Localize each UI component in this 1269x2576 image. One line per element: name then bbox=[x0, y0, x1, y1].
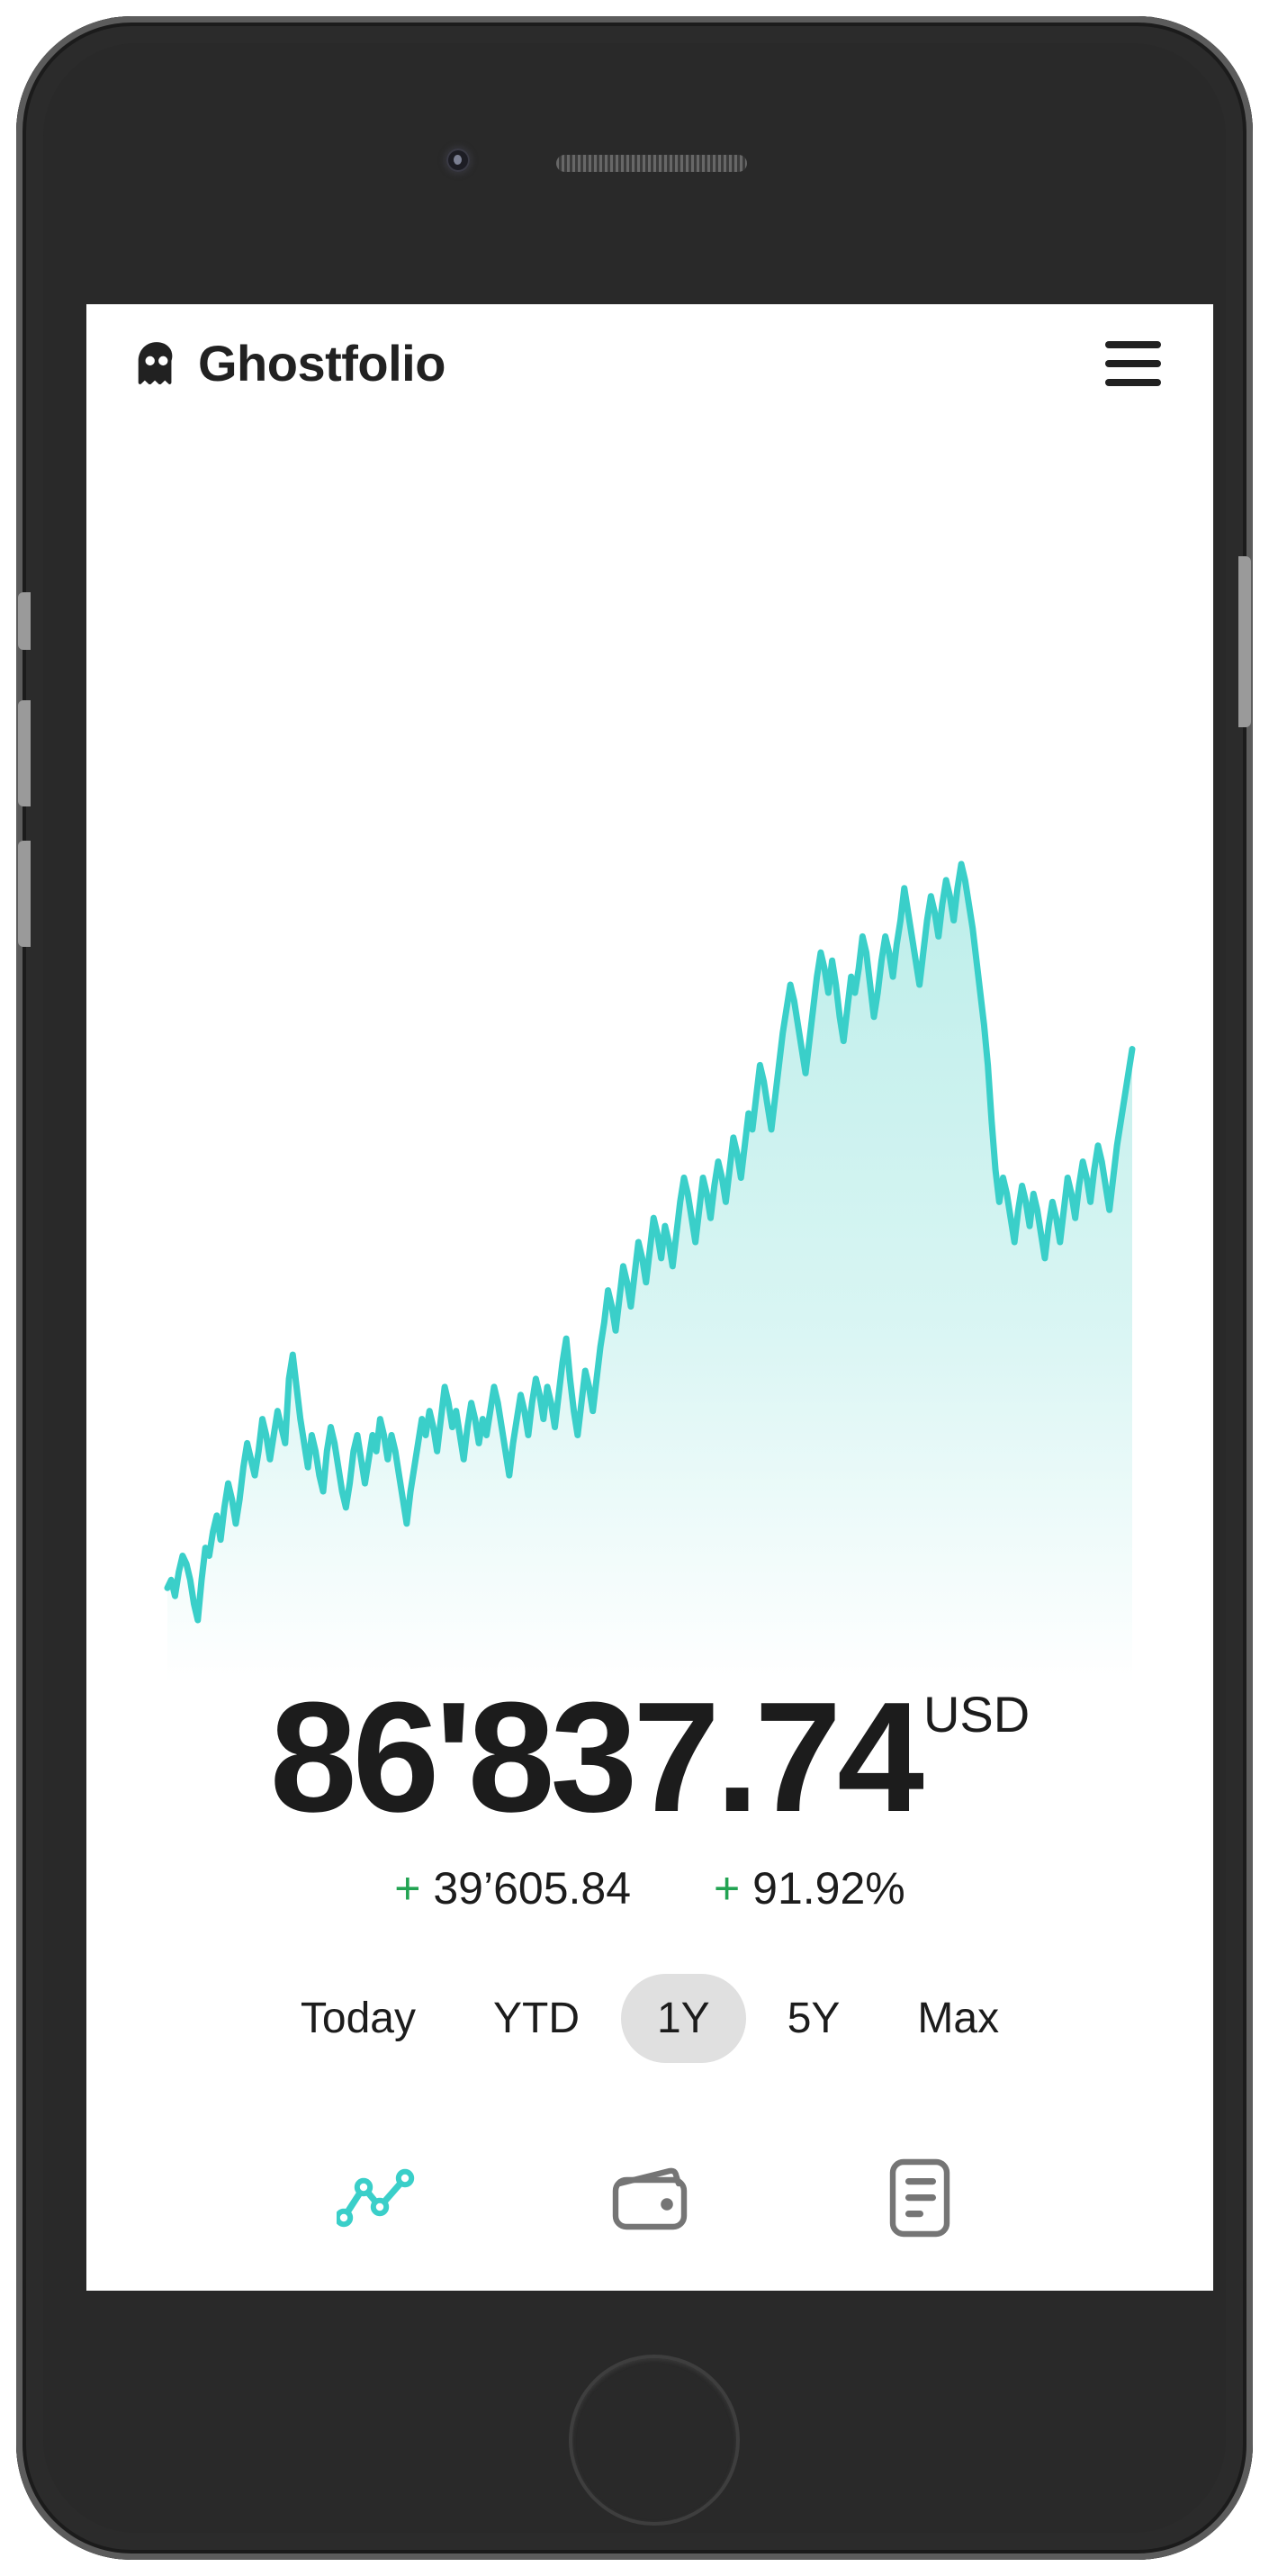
hamburger-menu-icon[interactable] bbox=[1100, 330, 1166, 397]
phone-screen: Ghostfolio bbox=[86, 304, 1213, 2291]
menu-bar-3 bbox=[1105, 379, 1161, 386]
range-tab-5y[interactable]: 5Y bbox=[787, 1995, 841, 2042]
range-tab-1y[interactable]: 1Y bbox=[620, 1974, 746, 2063]
percent-change-sign: + bbox=[714, 1863, 741, 1914]
nav-item-portfolio[interactable] bbox=[600, 2148, 699, 2247]
nav-item-analytics[interactable] bbox=[330, 2148, 429, 2247]
line-chart-icon bbox=[337, 2168, 415, 2228]
brand[interactable]: Ghostfolio bbox=[133, 338, 446, 389]
mute-switch-button[interactable] bbox=[18, 592, 31, 650]
chart-line bbox=[164, 860, 1136, 1624]
front-camera-icon bbox=[446, 149, 470, 172]
volume-up-button[interactable] bbox=[18, 700, 31, 806]
brand-name: Ghostfolio bbox=[198, 335, 446, 392]
range-tab-today[interactable]: Today bbox=[300, 1995, 416, 2042]
percent-change-value: 91.92% bbox=[752, 1863, 905, 1914]
portfolio-value-row: 86'837.74 USD bbox=[86, 1669, 1213, 1844]
chart-canvas bbox=[164, 860, 1136, 1683]
portfolio-performance-chart[interactable] bbox=[86, 837, 1213, 1683]
nav-item-summary[interactable] bbox=[870, 2148, 969, 2247]
wallet-icon bbox=[612, 2167, 688, 2230]
power-button[interactable] bbox=[1238, 556, 1251, 727]
absolute-change-value: 39’605.84 bbox=[433, 1863, 632, 1914]
percent-change: + 91.92% bbox=[714, 1862, 905, 1914]
absolute-change: + 39’605.84 bbox=[394, 1862, 631, 1914]
menu-bar-1 bbox=[1105, 341, 1161, 348]
range-tab-max[interactable]: Max bbox=[917, 1995, 1000, 2042]
portfolio-value-block: 86'837.74 USD + 39’605.84 + 91.92% bbox=[86, 1669, 1213, 1914]
portfolio-currency: USD bbox=[922, 1686, 1030, 1743]
bottom-navigation bbox=[86, 2148, 1213, 2247]
absolute-change-sign: + bbox=[394, 1863, 421, 1914]
volume-down-button[interactable] bbox=[18, 841, 31, 947]
range-tab-ytd[interactable]: YTD bbox=[492, 1995, 580, 2042]
app-header: Ghostfolio bbox=[86, 304, 1213, 423]
earpiece-speaker-icon bbox=[556, 155, 747, 172]
portfolio-value: 86'837.74 bbox=[269, 1669, 924, 1844]
date-range-tabs: Today YTD 1Y 5Y Max bbox=[86, 1974, 1213, 2063]
document-icon bbox=[889, 2158, 950, 2238]
home-button-icon[interactable] bbox=[569, 2355, 740, 2526]
ghost-logo-icon bbox=[138, 342, 173, 385]
phone-device-frame: Ghostfolio bbox=[16, 16, 1253, 2560]
menu-bar-2 bbox=[1105, 360, 1161, 367]
portfolio-change-row: + 39’605.84 + 91.92% bbox=[86, 1862, 1213, 1914]
